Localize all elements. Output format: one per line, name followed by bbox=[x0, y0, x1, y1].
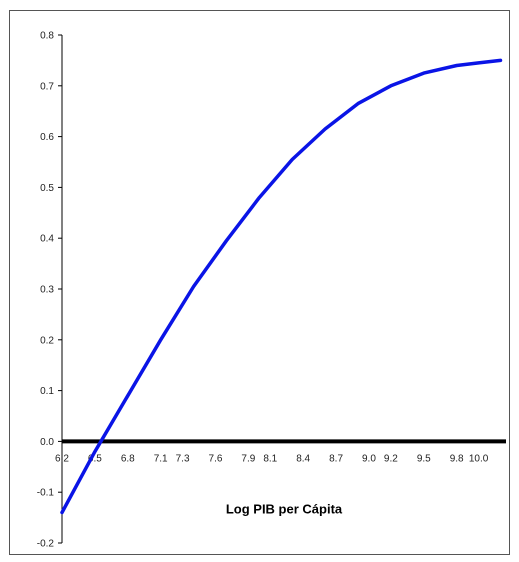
y-ticks-group: 0.8 0.7 0.6 0.5 0.4 0.3 0.2 0.1 0.0 -0.1 -0.2 bbox=[37, 31, 62, 550]
x-tick-label: 8.4 bbox=[296, 453, 310, 464]
x-tick-label: 7.1 bbox=[154, 453, 168, 464]
y-tick-label: -0.1 bbox=[37, 488, 55, 499]
y-tick-label: 0.2 bbox=[40, 335, 54, 346]
x-ticks-group: 6.2 6.5 6.8 7.1 7.3 7.6 7.9 8.1 8.4 8.7 9.0 9.2 9.5 9… bbox=[55, 453, 489, 464]
x-tick-label: 8.7 bbox=[329, 453, 343, 464]
x-tick-label: 7.3 bbox=[176, 453, 190, 464]
y-tick-label: 0.7 bbox=[40, 81, 54, 92]
x-tick-label: 7.6 bbox=[209, 453, 223, 464]
x-tick-label: 6.2 bbox=[55, 453, 69, 464]
x-tick-label: 9.2 bbox=[384, 453, 398, 464]
y-tick-label: -0.2 bbox=[37, 539, 55, 550]
chart-svg: 0.80.70.60.50.40.30.20.10.0-0.1-0.2 6.2 6… bbox=[37, 31, 506, 550]
x-tick-label: 9.8 bbox=[450, 453, 464, 464]
y-tick-label: 0.5 bbox=[40, 183, 54, 194]
x-tick-label: 7.9 bbox=[241, 453, 255, 464]
y-tick-label: 0.6 bbox=[40, 132, 54, 143]
y-tick-label: 0.4 bbox=[40, 234, 54, 245]
y-tick-label: 0.1 bbox=[40, 386, 54, 397]
series-line bbox=[60, 58, 503, 515]
y-tick-label: 0.0 bbox=[40, 437, 54, 448]
x-tick-label: 6.8 bbox=[121, 453, 135, 464]
x-tick-label: 6.5 bbox=[88, 453, 102, 464]
x-axis-label: Log PIB per Cápita bbox=[226, 501, 343, 516]
y-tick-label: 0.3 bbox=[40, 285, 54, 296]
x-tick-label: 8.1 bbox=[263, 453, 277, 464]
chart-frame: 0.8 0.7 0.6 0.5 0.4 0.3 0.2 0.1 0.0 -0.1 -0.2 6.2 6… bbox=[9, 10, 510, 555]
x-tick-label: 10.0 bbox=[469, 453, 489, 464]
x-tick-label: 9.5 bbox=[417, 453, 431, 464]
y-tick-label: 0.8 bbox=[40, 31, 54, 42]
x-tick-label: 9.0 bbox=[362, 453, 376, 464]
